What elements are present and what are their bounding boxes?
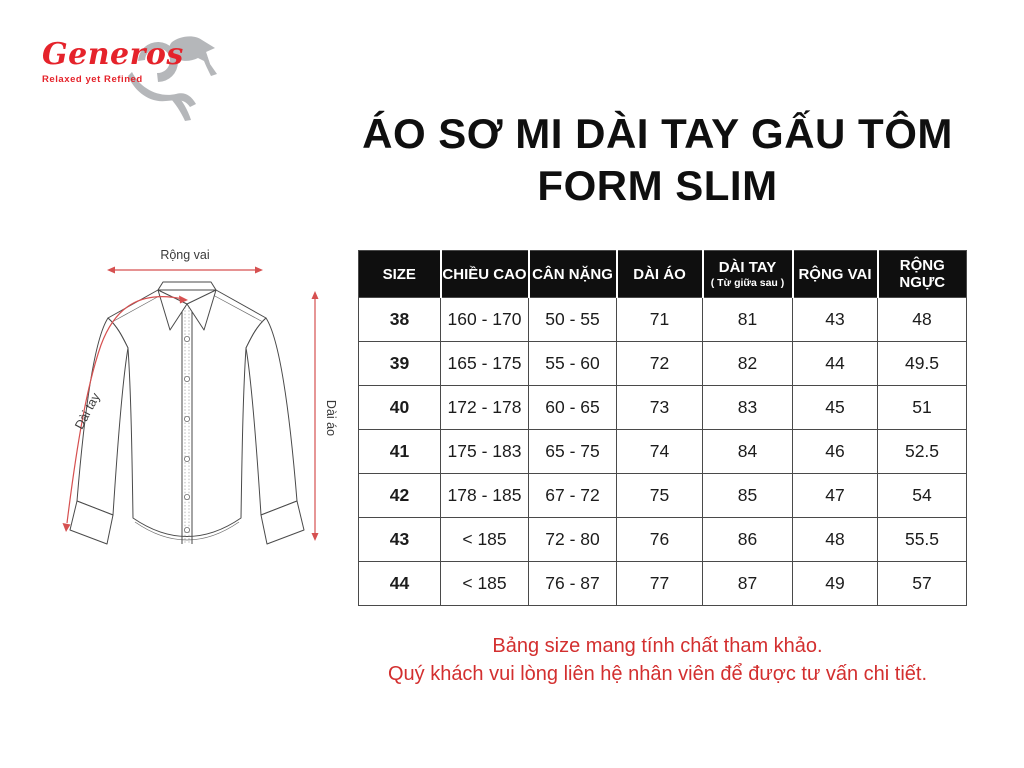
page-title-line1: ÁO SƠ MI DÀI TAY GẤU TÔM <box>362 110 953 157</box>
table-cell: 178 - 185 <box>440 473 529 518</box>
table-cell: 54 <box>877 473 967 518</box>
table-cell: 72 - 80 <box>528 517 617 562</box>
table-row: 38 160 - 170 50 - 55 71 81 43 48 <box>358 297 967 342</box>
table-cell: 175 - 183 <box>440 429 529 474</box>
table-cell: 51 <box>877 385 967 430</box>
body-length-label: Dài áo <box>324 400 338 436</box>
table-cell: 57 <box>877 561 967 606</box>
table-cell: 75 <box>616 473 703 518</box>
footer-note-line2: Quý khách vui lòng liên hệ nhân viên để … <box>387 663 928 685</box>
table-cell: 45 <box>792 385 878 430</box>
column-header: RỘNG VAI <box>792 250 879 298</box>
table-row: 40 172 - 178 60 - 65 73 83 45 51 <box>358 385 967 430</box>
table-cell: 82 <box>702 341 793 386</box>
table-cell: 46 <box>792 429 878 474</box>
table-cell: 50 - 55 <box>528 297 617 342</box>
table-cell: 47 <box>792 473 878 518</box>
column-header: CÂN NẶNG <box>528 250 618 298</box>
page-title-line2: FORM SLIM <box>537 162 778 209</box>
table-row: 39 165 - 175 55 - 60 72 82 44 49.5 <box>358 341 967 386</box>
table-cell: 165 - 175 <box>440 341 529 386</box>
table-cell: 72 <box>616 341 703 386</box>
table-cell: 60 - 65 <box>528 385 617 430</box>
header-row: SIZE CHIỀU CAO CÂN NẶNG DÀI ÁO DÀI TAY( Từ g… <box>358 250 967 298</box>
table-cell: 160 - 170 <box>440 297 529 342</box>
size-cell: 44 <box>358 561 441 606</box>
table-cell: 86 <box>702 517 793 562</box>
size-cell: 42 <box>358 473 441 518</box>
column-header: SIZE <box>358 250 442 298</box>
size-cell: 40 <box>358 385 441 430</box>
shirt-buttons <box>183 336 190 533</box>
table-cell: 74 <box>616 429 703 474</box>
table-cell: 55 - 60 <box>528 341 617 386</box>
brand-logo: Generos Relaxed yet Refined <box>42 36 242 133</box>
size-table-wrap: SIZE CHIỀU CAO CÂN NẶNG DÀI ÁO DÀI TAY( Từ g… <box>358 250 967 606</box>
table-cell: 52.5 <box>877 429 967 474</box>
table-cell: 76 - 87 <box>528 561 617 606</box>
size-cell: 41 <box>358 429 441 474</box>
size-table: SIZE CHIỀU CAO CÂN NẶNG DÀI ÁO DÀI TAY( Từ g… <box>358 250 967 606</box>
table-cell: < 185 <box>440 561 529 606</box>
table-cell: 81 <box>702 297 793 342</box>
size-cell: 39 <box>358 341 441 386</box>
page-title: ÁO SƠ MI DÀI TAY GẤU TÔM FORM SLIM <box>280 108 1024 212</box>
table-cell: 84 <box>702 429 793 474</box>
table-cell: 43 <box>792 297 878 342</box>
table-cell: 172 - 178 <box>440 385 529 430</box>
table-cell: < 185 <box>440 517 529 562</box>
table-cell: 49.5 <box>877 341 967 386</box>
table-row: 42 178 - 185 67 - 72 75 85 47 54 <box>358 473 967 518</box>
table-cell: 73 <box>616 385 703 430</box>
body-length-arrow: Dài áo <box>311 291 338 541</box>
column-header: DÀI TAY( Từ giữa sau ) <box>702 250 794 298</box>
table-row: 41 175 - 183 65 - 75 74 84 46 52.5 <box>358 429 967 474</box>
table-cell: 49 <box>792 561 878 606</box>
footer-note-line1: Bảng size mang tính chất tham khảo. <box>492 635 823 657</box>
table-cell: 77 <box>616 561 703 606</box>
table-cell: 67 - 72 <box>528 473 617 518</box>
size-cell: 38 <box>358 297 441 342</box>
shoulder-width-arrow: Rộng vai <box>107 248 263 274</box>
table-row: 44 < 185 76 - 87 77 87 49 57 <box>358 561 967 606</box>
table-cell: 55.5 <box>877 517 967 562</box>
column-header: CHIỀU CAO <box>440 250 530 298</box>
table-cell: 48 <box>877 297 967 342</box>
shoulder-width-label: Rộng vai <box>160 248 209 262</box>
size-cell: 43 <box>358 517 441 562</box>
footer-note: Bảng size mang tính chất tham khảo. Quý … <box>260 632 1024 688</box>
column-header: DÀI ÁO <box>616 250 704 298</box>
brand-name: Generos <box>42 37 184 72</box>
table-row: 43 < 185 72 - 80 76 86 48 55.5 <box>358 517 967 562</box>
table-cell: 71 <box>616 297 703 342</box>
table-cell: 48 <box>792 517 878 562</box>
shirt-measurement-diagram: Rộng vai <box>25 243 355 608</box>
table-cell: 76 <box>616 517 703 562</box>
ram-icon <box>128 36 217 121</box>
table-cell: 83 <box>702 385 793 430</box>
brand-tagline: Relaxed yet Refined <box>42 74 143 85</box>
shirt-drawing <box>69 281 305 545</box>
column-header: RỘNG NGỰC <box>877 250 967 298</box>
table-cell: 87 <box>702 561 793 606</box>
size-table-body: 38 160 - 170 50 - 55 71 81 43 48 39 165 - 175 55 … <box>358 297 967 606</box>
table-cell: 65 - 75 <box>528 429 617 474</box>
table-cell: 85 <box>702 473 793 518</box>
table-cell: 44 <box>792 341 878 386</box>
size-table-header: SIZE CHIỀU CAO CÂN NẶNG DÀI ÁO DÀI TAY( Từ g… <box>358 250 967 298</box>
